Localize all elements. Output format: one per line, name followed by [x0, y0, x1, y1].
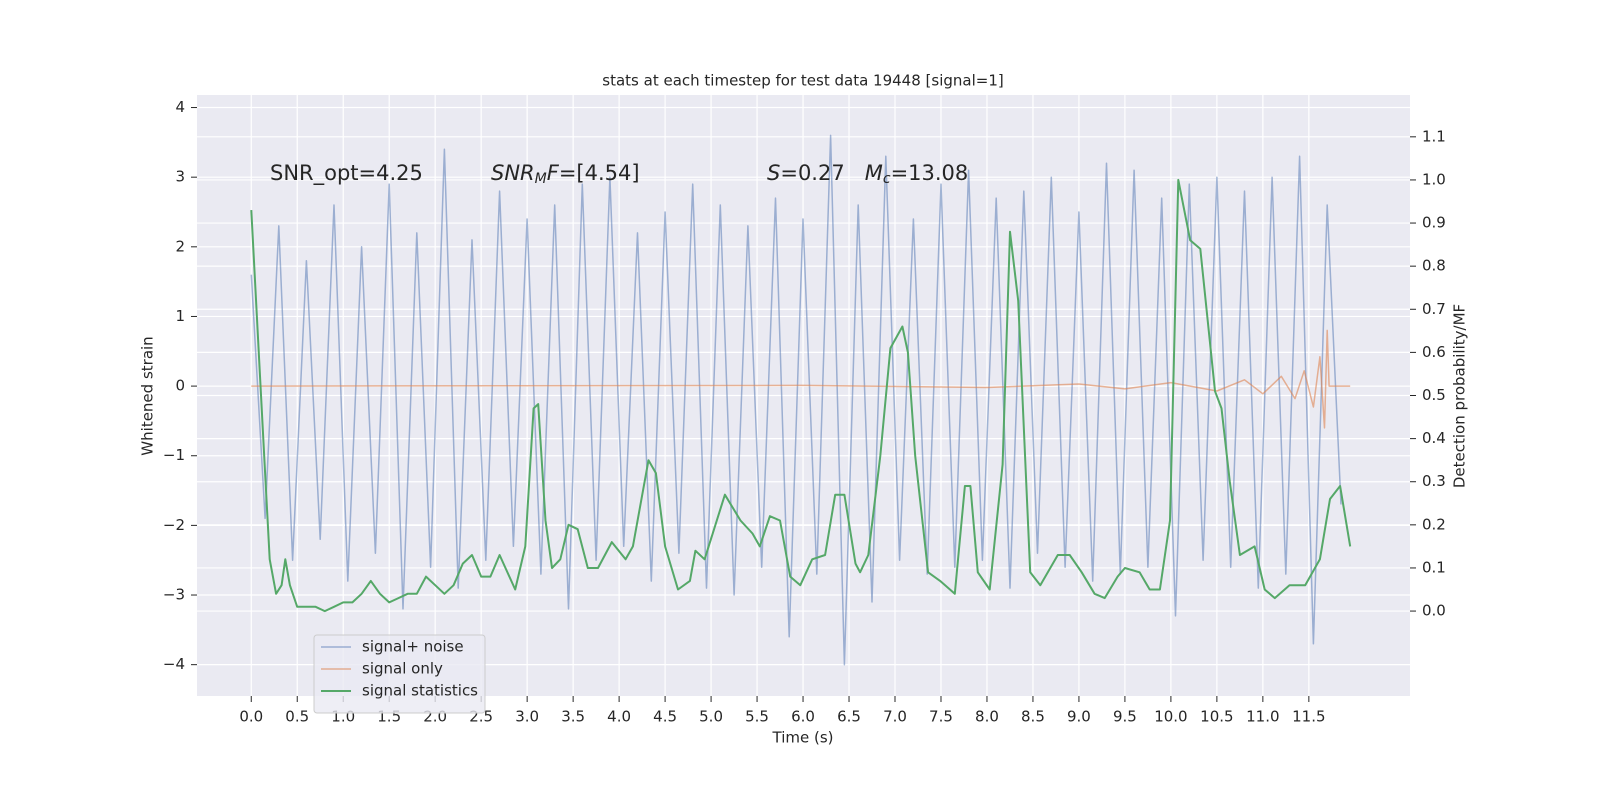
annotation-part: M: [535, 171, 547, 187]
x-tick-label: 10.5: [1200, 708, 1233, 726]
y-tick-label: 4: [175, 98, 185, 116]
y2-tick-label: 0.6: [1422, 343, 1446, 361]
y2-tick-label: 0.7: [1422, 300, 1446, 318]
annotation-part: =0.27: [780, 161, 864, 185]
x-tick-label: 6.5: [837, 708, 861, 726]
annotation: SNRMF=[4.54]: [491, 161, 640, 187]
y2-axis-label: Detection probability/MF: [1451, 304, 1469, 488]
y2-tick-label: 1.0: [1422, 170, 1446, 188]
annotation-part: =13.08: [891, 161, 969, 185]
y-tick-label: −2: [163, 516, 185, 534]
x-tick-label: 7.0: [883, 708, 907, 726]
x-tick-label: 10.0: [1154, 708, 1187, 726]
x-tick-label: 4.0: [607, 708, 631, 726]
x-tick-label: 3.5: [561, 708, 585, 726]
annotation-part: SNR_opt=4.25: [270, 161, 423, 186]
y-tick-label: 1: [175, 307, 185, 325]
series-line: [250, 134, 1342, 666]
y-tick-label: −1: [163, 446, 185, 464]
y2-tick-label: 0.1: [1422, 558, 1446, 576]
x-tick-label: 6.0: [791, 708, 815, 726]
x-axis-label: Time (s): [772, 729, 834, 747]
y-tick-label: 0: [175, 377, 185, 395]
y2-tick-label: 1.1: [1422, 127, 1446, 145]
x-tick-label: 0.0: [239, 708, 263, 726]
grid: [197, 95, 1410, 696]
x-tick-label: 5.0: [699, 708, 723, 726]
legend-label: signal+ noise: [362, 638, 464, 656]
legend-box: [313, 634, 486, 714]
chart-title: stats at each timestep for test data 194…: [602, 72, 1003, 90]
x-tick-label: 7.5: [929, 708, 953, 726]
x-tick-label: 11.5: [1292, 708, 1325, 726]
legend-label: signal only: [362, 660, 443, 678]
x-tick-label: 3.0: [515, 708, 539, 726]
series-line: [251, 329, 1351, 429]
y-tick-label: −3: [163, 586, 185, 604]
y2-tick-label: 0.2: [1422, 515, 1446, 533]
annotation-part: c: [883, 171, 891, 187]
annotation: SNR_opt=4.25: [270, 161, 423, 186]
annotation-part: S: [767, 161, 780, 185]
labels: 0.0 0.5 1.0 1.5 2.0 2.5 3.0 3.5 4.0 4.5 5.0 5.5 6.0 6…: [163, 98, 1446, 725]
y-axis-label: Whitened strain: [139, 336, 157, 455]
y-tick-label: 3: [175, 168, 185, 186]
y-tick-label: 2: [175, 237, 185, 255]
y2-tick-label: 0.0: [1422, 602, 1446, 620]
y2-tick-label: 0.8: [1422, 257, 1446, 275]
x-tick-label: 9.5: [1113, 708, 1137, 726]
annotation-part: M: [865, 161, 883, 185]
y2-tick-label: 0.9: [1422, 214, 1446, 232]
x-tick-label: 4.5: [653, 708, 677, 726]
y2-tick-label: 0.5: [1422, 386, 1446, 404]
annotation-part: SNR: [491, 161, 535, 185]
y2-tick-label: 0.4: [1422, 429, 1446, 447]
x-tick-label: 11.0: [1246, 708, 1279, 726]
x-tick-label: 9.0: [1067, 708, 1091, 726]
series-line: [250, 178, 1352, 613]
annotation: S=0.27 Mc=13.08: [767, 161, 968, 187]
annotation-part: F: [547, 161, 560, 185]
lines: [250, 134, 1352, 666]
x-tick-label: 5.5: [745, 708, 769, 726]
x-tick-label: 0.5: [285, 708, 309, 726]
y2-tick-label: 0.3: [1422, 472, 1446, 490]
x-tick-label: 8.5: [1021, 708, 1045, 726]
legend-label: signal statistics: [362, 682, 478, 700]
annotation-part: =[4.54]: [559, 161, 640, 185]
y-tick-label: −4: [163, 655, 185, 673]
x-tick-label: 8.0: [975, 708, 999, 726]
